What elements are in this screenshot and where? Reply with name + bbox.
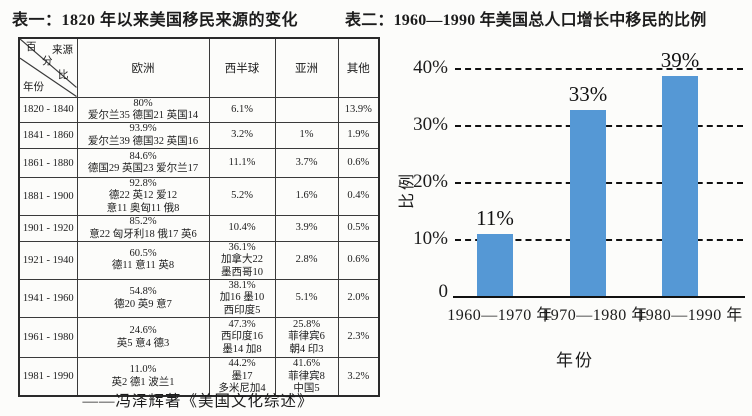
y-tick-0: 0 [438, 281, 449, 302]
corner-percent-char: 比 [58, 70, 69, 81]
column-header-europe: 欧洲 [76, 37, 210, 98]
table1-title: 表一：1820 年以来美国移民来源的变化 [12, 12, 299, 29]
west-cell: 36.1% 加拿大22 墨西哥10 [208, 240, 276, 281]
europe-cell: 85.2% 意22 匈牙利18 俄17 英6 [76, 215, 210, 242]
other-cell: 2.0% [337, 278, 380, 319]
column-header-western-hemisphere: 西半球 [208, 37, 276, 98]
asia-cell: 1.6% [274, 176, 339, 217]
west-cell: 6.1% [208, 96, 276, 124]
west-cell: 3.2% [208, 122, 276, 149]
year-cell: 1861 - 1880 [18, 148, 78, 178]
bar-value-label: 11% [476, 205, 514, 230]
table-row: 1921 - 1940 60.5% 德11 意11 英8 36.1% 加拿大22… [18, 240, 380, 281]
x-tick-1980-1990: 1980—1990 年 [637, 307, 743, 324]
diagonal-split-lines [20, 39, 77, 97]
column-header-other: 其他 [337, 37, 380, 98]
asia-cell: 3.9% [274, 215, 339, 242]
west-cell: 47.3% 西印度16 墨14 加8 [208, 317, 276, 359]
asia-cell: 5.1% [274, 278, 339, 319]
west-cell: 5.2% [208, 176, 276, 217]
y-tick-40: 40% [413, 57, 448, 78]
corner-source-label: 来源 [52, 45, 73, 56]
asia-cell: 41.6% 菲律宾8 中国5 [274, 357, 339, 397]
table-row: 1861 - 1880 84.6% 德国29 英国23 爱尔兰17 11.1% … [18, 148, 380, 178]
table-row: 1941 - 1960 54.8% 德20 英9 意7 38.1% 加16 墨1… [18, 278, 380, 319]
year-cell: 1901 - 1920 [18, 215, 78, 242]
year-cell: 1921 - 1940 [18, 240, 78, 281]
asia-cell: 1% [274, 122, 339, 149]
y-tick-10: 10% [413, 228, 448, 249]
europe-cell: 80% 爱尔兰35 德国21 英国14 [76, 96, 210, 124]
bar-1980-1990: 39% [661, 48, 699, 296]
table-row: 1961 - 1980 24.6% 英5 意4 德3 47.3% 西印度16 墨… [18, 317, 380, 359]
immigration-share-bar-chart: 表二：1960—1990 年美国总人口增长中移民的比例 比例 40% 30% 2… [340, 0, 752, 416]
diagonal-corner-cell: 百 分 比 来源 年份 [18, 37, 78, 98]
year-cell: 1820 - 1840 [18, 96, 78, 124]
table-row: 1820 - 1840 80% 爱尔兰35 德国21 英国14 6.1% 13.… [18, 96, 380, 124]
asia-cell [274, 96, 339, 124]
other-cell: 0.5% [337, 215, 380, 242]
source-citation: ——冯泽辉著《美国文化综述》 [82, 393, 314, 410]
other-cell: 2.3% [337, 317, 380, 359]
y-tick-20: 20% [413, 171, 448, 192]
table-row: 1901 - 1920 85.2% 意22 匈牙利18 俄17 英6 10.4%… [18, 215, 380, 242]
other-cell: 13.9% [337, 96, 380, 124]
europe-cell: 84.6% 德国29 英国23 爱尔兰17 [76, 148, 210, 178]
x-axis-label: 年份 [556, 351, 594, 370]
x-tick-1960-1970: 1960—1970 年 [447, 307, 553, 324]
bar-value-label: 33% [568, 81, 608, 106]
corner-percent-char: 分 [42, 56, 53, 67]
corner-year-label: 年份 [23, 82, 44, 93]
other-cell: 0.4% [337, 176, 380, 217]
bar-value-label: 39% [660, 47, 700, 72]
asia-cell: 3.7% [274, 148, 339, 178]
bar-1970-1980: 33% [569, 82, 607, 296]
table-row: 1981 - 1990 11.0% 英2 德1 波兰1 44.2% 墨17 多米… [18, 357, 380, 397]
x-tick-1970-1980: 1970—1980 年 [542, 307, 648, 324]
west-cell: 11.1% [208, 148, 276, 178]
column-header-asia: 亚洲 [274, 37, 339, 98]
west-cell: 38.1% 加16 墨10 西印度5 [208, 278, 276, 319]
year-cell: 1881 - 1900 [18, 176, 78, 217]
europe-cell: 93.9% 爱尔兰39 德国32 英国16 [76, 122, 210, 149]
gridline-40 [455, 68, 743, 70]
west-cell: 10.4% [208, 215, 276, 242]
table-row: 1881 - 1900 92.8% 德22 英12 爱12 意11 奥匈11 俄… [18, 176, 380, 217]
other-cell: 0.6% [337, 240, 380, 281]
west-cell: 44.2% 墨17 多米尼加4 [208, 357, 276, 397]
immigration-sources-table: 百 分 比 来源 年份 欧洲 西半球 亚洲 其他 1820 - 1840 80%… [18, 37, 380, 398]
year-cell: 1841 - 1860 [18, 122, 78, 149]
y-tick-30: 30% [413, 114, 448, 135]
table-header-row: 百 分 比 来源 年份 欧洲 西半球 亚洲 其他 [18, 37, 380, 98]
year-cell: 1941 - 1960 [18, 278, 78, 319]
table-row: 1841 - 1860 93.9% 爱尔兰39 德国32 英国16 3.2% 1… [18, 122, 380, 149]
year-cell: 1961 - 1980 [18, 317, 78, 359]
corner-percent-char: 百 [26, 42, 37, 53]
europe-cell: 92.8% 德22 英12 爱12 意11 奥匈11 俄8 [76, 176, 210, 217]
europe-cell: 24.6% 英5 意4 德3 [76, 317, 210, 359]
europe-cell: 54.8% 德20 英9 意7 [76, 278, 210, 319]
bar-1960-1970: 11% [476, 206, 514, 296]
europe-cell: 60.5% 德11 意11 英8 [76, 240, 210, 281]
plot-area: 11% 33% 39% [453, 48, 745, 298]
asia-cell: 25.8% 菲律宾6 朝4 印3 [274, 317, 339, 359]
chart-title: 表二：1960—1990 年美国总人口增长中移民的比例 [345, 12, 707, 29]
other-cell: 3.2% [337, 357, 380, 397]
asia-cell: 2.8% [274, 240, 339, 281]
